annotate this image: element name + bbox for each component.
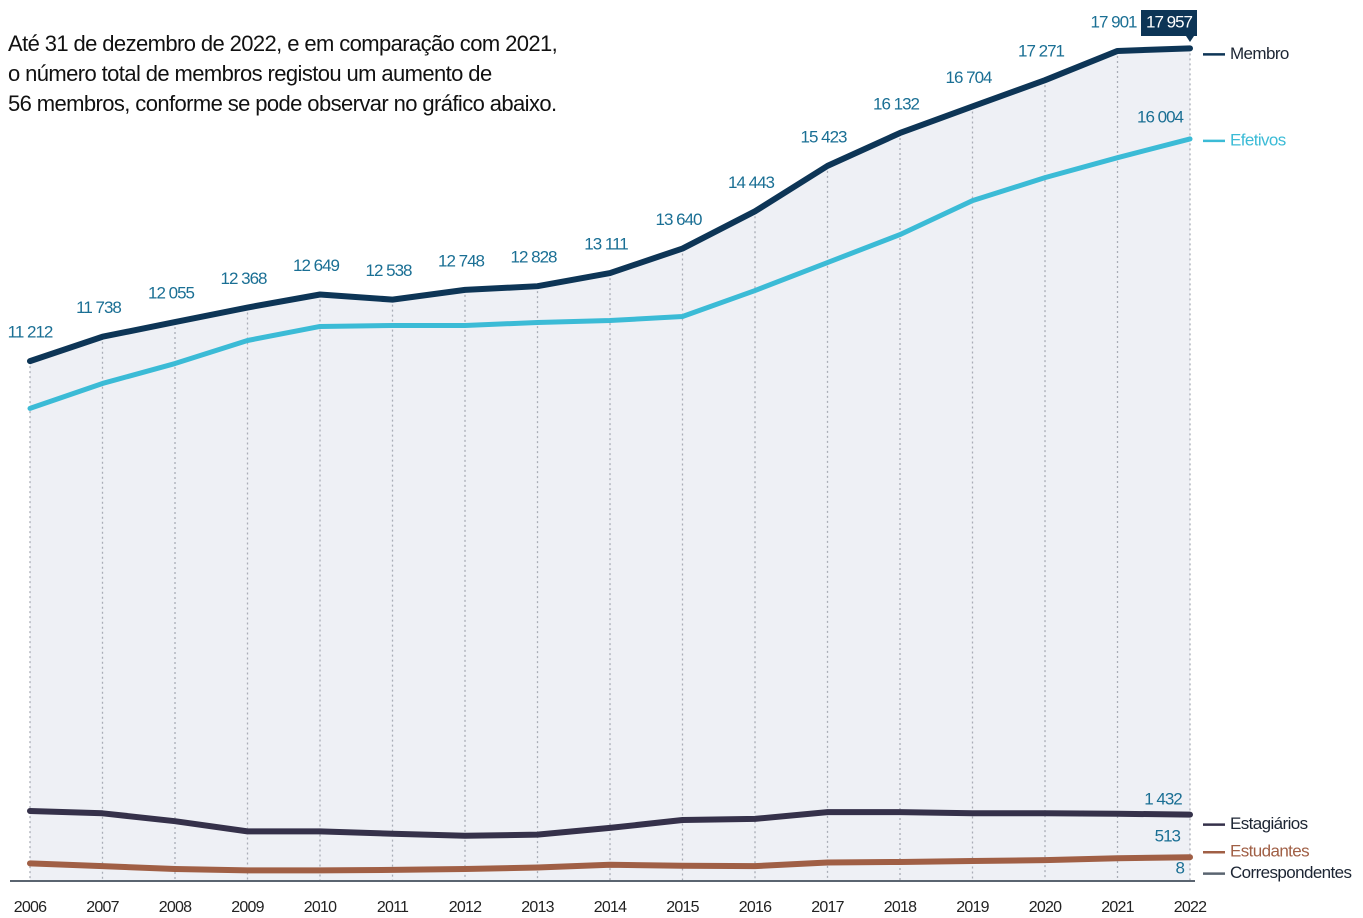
value-label: 8 [1176,858,1185,877]
x-tick-label: 2009 [231,899,264,916]
point [174,880,176,882]
x-tick-label: 2013 [521,899,554,916]
point [537,880,538,882]
value-label: 11 738 [76,298,121,317]
legend-label: Efetivos [1230,130,1286,149]
x-tick-label: 2015 [666,899,699,916]
value-label: 15 423 [801,127,848,146]
value-label: 17 271 [1018,42,1065,61]
value-label: 16 004 [1137,107,1184,126]
value-label: 12 828 [511,248,558,267]
point [899,880,901,882]
legend-label: Membro [1230,44,1289,63]
x-tick-label: 2018 [884,899,917,916]
value-label: 12 649 [293,256,340,275]
point [1044,880,1046,882]
x-tick-label: 2012 [449,899,482,916]
point [247,880,248,882]
x-tick-label: 2021 [1101,899,1134,916]
line [27,854,1193,874]
value-label: 16 704 [946,68,993,87]
label-pointer [1186,36,1194,42]
point [682,880,683,882]
x-tick-label: 2017 [811,899,844,916]
x-tick-label: 2022 [1174,899,1207,916]
value-label: 11 212 [8,323,53,342]
legend-label: Estudantes [1230,842,1309,861]
point [464,880,466,882]
x-tick-label: 2019 [956,899,989,916]
value-label: 13 640 [656,210,703,229]
value-label: 513 [1155,826,1181,845]
point [827,880,828,882]
point [754,880,756,882]
point [319,880,321,882]
legend-label: Correspondentes [1230,863,1352,882]
line [27,136,1193,411]
x-tick-label: 2016 [739,899,772,916]
x-tick-label: 2020 [1029,899,1062,916]
x-tick-label: 2008 [159,899,192,916]
x-tick-label: 2007 [86,899,119,916]
point [1117,880,1118,882]
line [27,45,1193,365]
value-label: 14 443 [728,173,775,192]
legend-label: Estagiários [1230,814,1308,833]
value-label: 17 901 [1091,12,1138,31]
annotation: o número total de membros registou um au… [8,61,492,86]
x-tick-label: 2011 [377,899,409,916]
point [29,880,31,882]
value-label: 12 368 [221,269,268,288]
point [392,880,393,882]
annotation: Até 31 de dezembro de 2022, e em compara… [8,31,557,56]
value-label: 12 748 [438,251,485,270]
value-label: 17 957 [1146,12,1193,31]
annotation: 56 membros, conforme se pode observar no… [8,91,557,116]
value-label: 12 538 [366,261,413,280]
line [27,807,1193,839]
x-tick-label: 2006 [14,899,47,916]
value-label: 1 432 [1144,789,1182,808]
value-label: 12 055 [148,284,195,303]
x-tick-label: 2010 [304,899,337,916]
point [972,880,973,882]
value-label: 13 111 [584,235,628,254]
point [102,880,103,882]
point [609,880,611,882]
label-box [1141,10,1197,36]
value-label: 16 132 [873,94,920,113]
point [1189,880,1191,882]
x-tick-label: 2014 [594,899,627,916]
